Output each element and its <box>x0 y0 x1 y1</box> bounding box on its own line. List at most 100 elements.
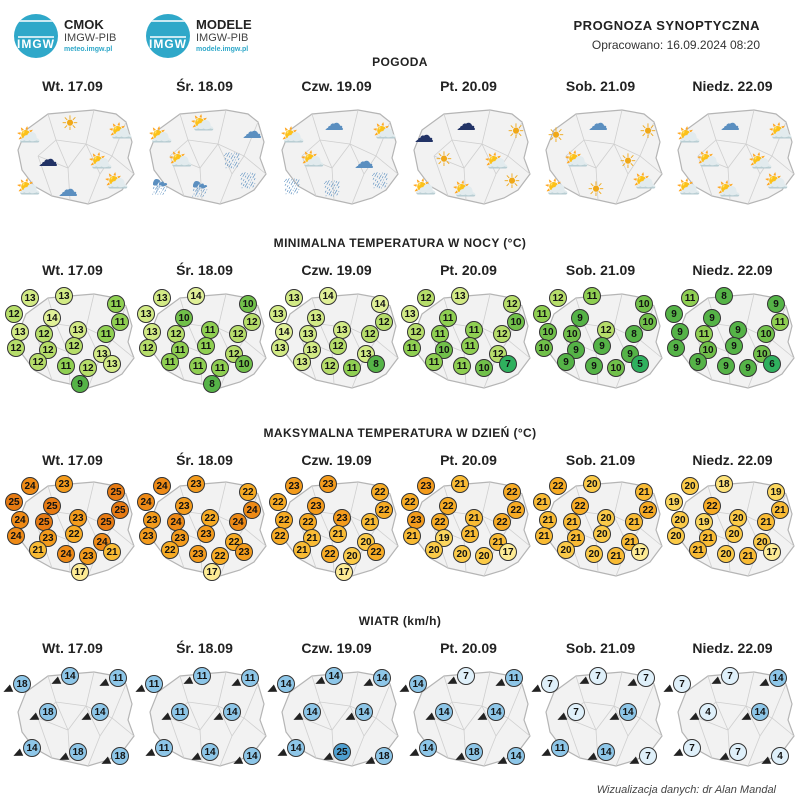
tmin-map-panel: 11 8 9 9 11 9 9 11 9 10 9 10 9 10 9 9 9 6 <box>665 284 798 392</box>
tmax-map-panel: 23 23 22 22 22 23 22 22 23 21 22 21 21 20 21 22 20 22 17 <box>269 472 402 581</box>
tmax-value: 23 <box>139 527 157 545</box>
tmin-value: 9 <box>665 305 683 323</box>
tmin-value: 7 <box>499 355 517 373</box>
wind-speed-value: 14 <box>409 675 427 693</box>
wind-speed-value: 11 <box>551 739 569 757</box>
tmin-value: 11 <box>111 313 129 331</box>
sun-cloud-icon: ⛅ <box>452 179 477 201</box>
tmin-value: 13 <box>271 339 289 357</box>
tmin-value: 13 <box>307 309 325 327</box>
tmax-value: 24 <box>153 477 171 495</box>
tmax-value: 20 <box>557 541 575 559</box>
tmax-value: 22 <box>507 501 525 519</box>
wind-speed-value: 11 <box>171 703 189 721</box>
storm-rain-icon: ⛈ <box>152 177 168 199</box>
rain-cloud-icon: ⛆ <box>284 177 300 199</box>
tmin-value: 10 <box>607 359 625 377</box>
wind-speed-value: 7 <box>673 675 691 693</box>
tmax-value: 22 <box>549 477 567 495</box>
tmin-value: 9 <box>725 337 743 355</box>
tmin-value: 9 <box>71 375 89 393</box>
prepared-timestamp: Opracowano: 16.09.2024 08:20 <box>591 38 760 52</box>
modele-logo[interactable]: IMGW MODELE IMGW-PIB modele.imgw.pl <box>146 14 252 58</box>
cloud-icon: ☁ <box>720 113 740 135</box>
wind-speed-value: 18 <box>13 675 31 693</box>
day-label: Sob. 21.09 <box>565 78 636 94</box>
tmax-value: 23 <box>55 475 73 493</box>
wind-speed-value: 18 <box>375 747 393 765</box>
wind-speed-value: 14 <box>91 703 109 721</box>
tmax-value: 20 <box>425 541 443 559</box>
wind-speed-value: 14 <box>277 675 295 693</box>
sun-cloud-icon: ⛅ <box>16 177 41 199</box>
wind-speed-value: 14 <box>287 739 305 757</box>
tmax-value: 18 <box>715 475 733 493</box>
tmax-map-panel: 24 23 22 24 24 23 23 24 22 24 23 23 23 22 22 23 22 23 17 <box>137 472 270 581</box>
sun-cloud-icon: ⛅ <box>104 171 129 193</box>
tmin-value: 11 <box>161 353 179 371</box>
tmax-value: 24 <box>7 527 25 545</box>
tmax-value: 21 <box>451 475 469 493</box>
cloud-icon: ☁ <box>354 151 374 173</box>
tmax-value: 17 <box>335 563 353 581</box>
tmax-value: 22 <box>269 493 287 511</box>
tmax-value: 24 <box>229 513 247 531</box>
tmin-value: 13 <box>103 355 121 373</box>
tmin-value: 12 <box>35 325 53 343</box>
tmax-value: 22 <box>401 493 419 511</box>
tmax-value: 21 <box>563 513 581 531</box>
tmin-value: 12 <box>29 353 47 371</box>
sun-icon: ☀ <box>587 179 605 201</box>
tmax-value: 23 <box>187 475 205 493</box>
wind-map-panel: 11 11 11 11 14 11 14 14 <box>133 662 270 770</box>
tmax-value: 22 <box>239 483 257 501</box>
tmin-value: 11 <box>453 357 471 375</box>
tmax-value: 25 <box>43 497 61 515</box>
imgw-badge-icon: IMGW <box>14 14 58 58</box>
tmin-value: 9 <box>667 339 685 357</box>
wind-speed-value: 18 <box>465 743 483 761</box>
tmax-value: 23 <box>235 543 253 561</box>
tmin-value: 12 <box>493 325 511 343</box>
day-label: Niedz. 22.09 <box>692 452 773 468</box>
tmin-value: 12 <box>321 357 339 375</box>
wind-speed-value: 7 <box>639 747 657 765</box>
weather-map-panel: ☁ ☁ ☀ ☀ ⛅ ☀ ⛅ ⛅ <box>404 100 534 208</box>
wind-speed-value: 14 <box>355 703 373 721</box>
wind-speed-value: 14 <box>325 667 343 685</box>
day-label: Pt. 20.09 <box>440 640 497 656</box>
tmax-value: 21 <box>607 547 625 565</box>
modele-url[interactable]: modele.imgw.pl <box>196 46 249 53</box>
sun-cloud-icon: ⛅ <box>632 171 657 193</box>
day-label: Pt. 20.09 <box>440 262 497 278</box>
tmax-value: 20 <box>667 527 685 545</box>
tmax-value: 20 <box>681 477 699 495</box>
tmin-value: 9 <box>593 337 611 355</box>
tmin-value: 14 <box>187 287 205 305</box>
tmin-value: 8 <box>367 355 385 373</box>
tmin-value: 12 <box>5 305 23 323</box>
tmin-value: 13 <box>137 305 155 323</box>
section-title-tmin: MINIMALNA TEMPERATURA W NOCY (°C) <box>273 236 527 250</box>
tmin-value: 13 <box>299 325 317 343</box>
tmax-value: 17 <box>71 563 89 581</box>
day-label: Czw. 19.09 <box>301 640 372 656</box>
tmax-value: 21 <box>739 547 757 565</box>
tmax-value: 17 <box>631 543 649 561</box>
wind-map-panel: 7 7 7 7 14 11 14 7 <box>529 662 666 770</box>
wind-speed-value: 14 <box>243 747 261 765</box>
tmax-value: 20 <box>593 525 611 543</box>
cmok-url[interactable]: meteo.imgw.pl <box>64 46 113 53</box>
day-label: Niedz. 22.09 <box>692 262 773 278</box>
tmin-map-panel: 13 14 14 13 12 13 14 13 13 12 13 13 12 13 13 12 11 8 <box>269 284 402 392</box>
tmax-value: 21 <box>329 525 347 543</box>
tmin-value: 9 <box>717 357 735 375</box>
wind-speed-value: 14 <box>435 703 453 721</box>
day-label: Wt. 17.09 <box>42 452 103 468</box>
cmok-logo[interactable]: IMGW CMOK IMGW-PIB meteo.imgw.pl <box>14 14 116 58</box>
tmax-value: 20 <box>717 545 735 563</box>
day-label: Czw. 19.09 <box>301 262 372 278</box>
tmin-value: 11 <box>97 325 115 343</box>
tmin-value: 13 <box>153 289 171 307</box>
tmin-value: 11 <box>681 289 699 307</box>
